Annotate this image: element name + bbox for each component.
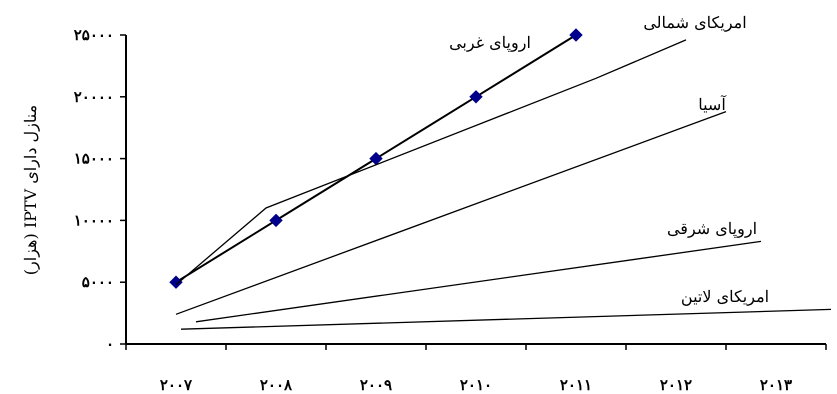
x-tick-label: ۲۰۱۲ [660,376,692,394]
y-tick-label: ۱۵۰۰۰ [74,150,114,168]
series-group [169,28,832,330]
data-point-marker [469,90,483,104]
series-label-2: آسیا [698,94,727,114]
y-tick-label: ۲۰۰۰۰ [74,88,114,106]
y-tick-label: ۵۰۰۰ [82,273,114,291]
series-label-1: امریکای شمالی [643,13,746,32]
data-point-marker [269,213,283,228]
series-label-3: اروپای شرقی [667,219,757,238]
series-line-2 [175,110,727,315]
y-tick-label: ۰ [106,335,114,353]
data-point-marker [569,28,583,42]
y-tick-label: ۱۰۰۰۰ [74,211,114,229]
series-label-4: امریکای لاتین [681,287,769,306]
series-line-1 [175,39,687,286]
x-tick-label: ۲۰۱۳ [760,376,792,394]
x-tick-label: ۲۰۰۸ [260,376,293,394]
x-tick-label: ۲۰۰۷ [160,376,193,394]
series-line-3 [195,240,762,323]
y-axis-label: منازل دارای IPTV (هزار) [21,105,40,275]
x-tick-label: ۲۰۰۹ [360,376,392,394]
data-point-marker [169,275,183,289]
y-tick-label: ۲۵۰۰۰ [74,26,114,44]
x-tick-label: ۲۰۱۱ [560,376,592,394]
series-labels: اروپای غربی امریکای شمالی آسیا اروپای شرقی ا… [449,13,769,306]
series-label-0: اروپای غربی [449,33,531,52]
x-tick-label: ۲۰۱۰ [460,376,492,394]
series-line-4 [180,308,832,330]
axes: ۰ ۵۰۰۰ ۱۰۰۰۰ ۱۵۰۰۰ ۲۰۰۰۰ ۲۵۰۰۰ ۲۰۰۷ ۲۰۰۸ ۲۰۰۹ ۲۰۱… [74,26,827,394]
